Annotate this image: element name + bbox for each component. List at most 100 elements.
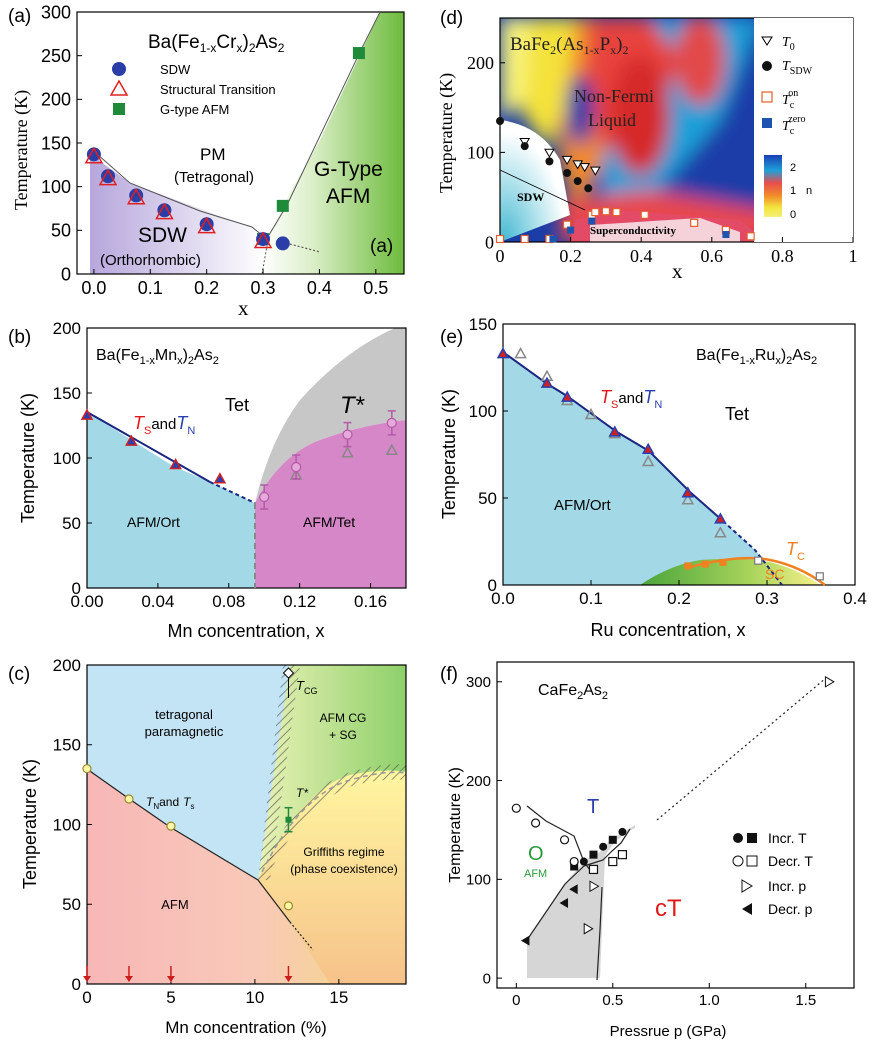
tn-ts-point xyxy=(283,901,294,911)
y-tick-label: 200 xyxy=(467,53,494,73)
tn-ts-point xyxy=(82,764,92,774)
d-data-marks xyxy=(495,117,755,244)
tn-ts-point xyxy=(124,794,134,804)
t0-point xyxy=(572,160,584,170)
tc-zero-point xyxy=(722,231,730,239)
x-tick-label: 0.8 xyxy=(771,246,794,266)
gtype-afm-point xyxy=(352,47,365,60)
x-tick-label: 0.2 xyxy=(194,278,219,298)
sdw-boundary-line xyxy=(96,153,269,241)
inner-label-a: (a) xyxy=(370,236,393,257)
panel-label-b: (b) xyxy=(8,327,31,348)
label-tstar-c: T* xyxy=(296,786,308,800)
sdw-point xyxy=(86,147,101,162)
region-orthorhombic: (Orthorhombic) xyxy=(100,252,201,269)
tstar-dashed-curve xyxy=(261,771,407,873)
xlabel-b: Mn concentration, x xyxy=(167,621,324,641)
ts-tn-point xyxy=(641,442,655,455)
open-triangle-point xyxy=(714,526,727,538)
ylabel-a: Temperature (K) xyxy=(11,90,32,210)
x-tick-label: 1.5 xyxy=(795,992,816,1009)
x-tick-label: 0.4 xyxy=(630,246,653,266)
x-tick-label: 0.5 xyxy=(363,278,388,298)
legend-tsdw-marker xyxy=(762,61,772,71)
legend-tcon-label: Tcon xyxy=(782,88,798,111)
tc-point xyxy=(701,560,709,568)
region-tstar-gray xyxy=(255,328,406,503)
ts-tn-point xyxy=(213,472,227,484)
incr-t-line xyxy=(583,828,631,867)
open-triangle-point xyxy=(514,347,527,359)
legend-decr-t-label: Decr. T xyxy=(768,853,813,869)
t0-point xyxy=(579,163,591,173)
decr-p-point xyxy=(559,898,569,909)
colorbar-tick-0: 0 xyxy=(790,209,796,221)
label-paramagnetic: paramagnetic xyxy=(145,724,224,739)
incr-p-point xyxy=(583,922,594,935)
x-tick-label: 0 xyxy=(82,988,91,1007)
y-tick-label: 100 xyxy=(53,449,81,468)
legend-gtype-marker xyxy=(113,103,125,115)
open-triangle-point xyxy=(584,407,598,420)
gtype-afm-point xyxy=(276,199,289,212)
sdw-point xyxy=(157,203,172,218)
e-data-marks xyxy=(496,347,824,581)
label-ct-f: cT xyxy=(655,895,682,922)
x-tick-label: 0.00 xyxy=(70,592,103,611)
region-afm-tet xyxy=(255,420,406,588)
label-sdw-d: SDW xyxy=(517,190,544,204)
xlabel-a: x xyxy=(238,296,249,320)
tsdw-point xyxy=(573,177,582,186)
y-tick-label: 50 xyxy=(51,221,71,241)
x-tick-label: 0.0 xyxy=(81,278,106,298)
decr-t-point xyxy=(617,850,628,860)
colorbar-tick-1: 1 xyxy=(790,185,796,197)
tsdw-point xyxy=(545,157,554,166)
legend-decr-t-circle xyxy=(732,855,744,867)
region-sdw: SDW xyxy=(138,224,187,247)
region-pm: PM xyxy=(200,145,226,164)
ts-tn-point xyxy=(608,425,622,437)
label-tstar-b: T* xyxy=(340,392,365,419)
panel-label-d: (d) xyxy=(440,8,463,29)
legend-incr-p-label: Incr. p xyxy=(768,878,806,894)
x-tick-label: 0.3 xyxy=(251,278,276,298)
y-tick-label: 0 xyxy=(72,975,81,994)
structural-point xyxy=(126,187,146,205)
structural-point xyxy=(155,202,174,220)
tc-on-point xyxy=(690,218,699,227)
structural-point xyxy=(84,146,104,164)
tc-open-point xyxy=(754,556,763,565)
tc-curve-e xyxy=(689,556,826,586)
ts-tn-point xyxy=(540,376,554,388)
incr-t-point xyxy=(599,842,608,851)
tc-point xyxy=(684,562,692,570)
y-tick-label: 0 xyxy=(483,970,491,987)
y-tick-label: 0 xyxy=(488,576,497,595)
plot-frame xyxy=(496,661,855,989)
tc-zero-point xyxy=(567,226,575,234)
y-tick-label: 100 xyxy=(53,815,81,834)
label-sc-e: SC xyxy=(765,566,784,582)
legend-tczero-label: Tczero xyxy=(782,114,805,137)
label-non-fermi: Non-Fermi xyxy=(574,86,654,106)
ts-tn-point xyxy=(714,512,727,524)
y-tick-label: 200 xyxy=(466,773,491,790)
tc-on-point xyxy=(612,208,621,217)
label-griffiths: Griffiths regime xyxy=(303,845,384,859)
region-tetragonal: (Tetragonal) xyxy=(174,169,254,186)
tsdw-point xyxy=(520,142,529,151)
x-tick-label: 1 xyxy=(849,246,858,266)
x-tick-label: 0.16 xyxy=(354,592,387,611)
y-tick-label: 100 xyxy=(467,143,494,163)
y-tick-label: 50 xyxy=(478,489,497,508)
legend-incr-p-marker xyxy=(741,879,753,893)
tc-on-point xyxy=(601,207,611,216)
x-tick-label: 0.4 xyxy=(843,589,867,608)
tsdw-point xyxy=(563,169,572,178)
legend-tczero-marker xyxy=(762,118,772,128)
ylabel-f: Temperature (K) xyxy=(447,767,464,883)
incr-p-point xyxy=(824,675,835,688)
